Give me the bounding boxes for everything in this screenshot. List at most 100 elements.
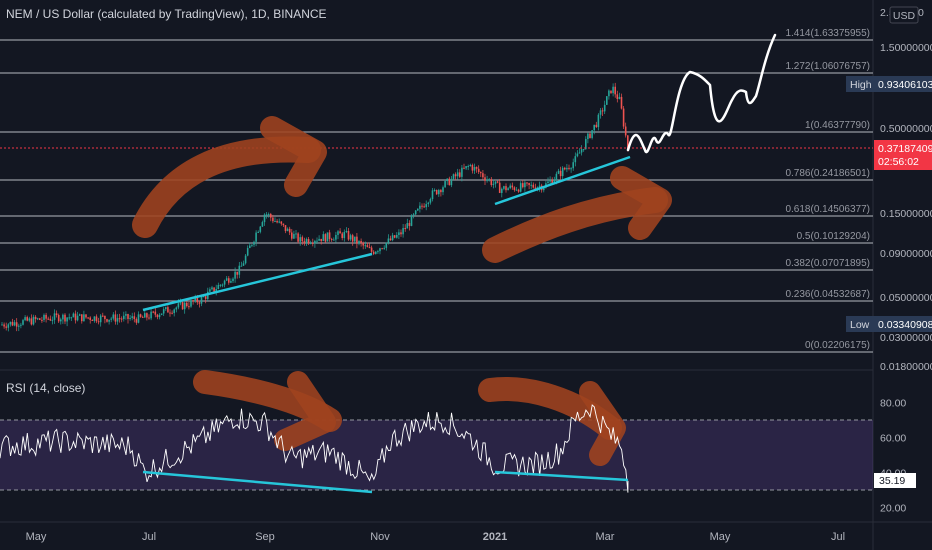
candle-body	[36, 318, 39, 320]
candle-body	[574, 156, 577, 163]
candle-body	[566, 167, 568, 170]
fib-label: 0.236(0.04532687)	[785, 289, 870, 300]
fib-label: 0.382(0.07071895)	[785, 258, 870, 269]
currency-label[interactable]: USD	[893, 10, 916, 22]
candle-body	[51, 319, 54, 321]
candle-body	[572, 162, 574, 169]
candle-body	[28, 318, 31, 321]
candle-body	[301, 237, 304, 242]
candle-body	[568, 167, 570, 169]
price-trendline-2	[494, 155, 631, 206]
candle-body	[469, 164, 472, 167]
candle-body	[610, 90, 612, 94]
fib-label: 1.414(1.63375955)	[785, 28, 870, 39]
candle-body	[406, 223, 409, 229]
candle-body	[532, 184, 535, 188]
rsi-current-value: 35.19	[879, 475, 905, 487]
candle-body	[70, 317, 73, 319]
candle-body	[261, 222, 264, 227]
candle-body	[251, 244, 253, 246]
candle-body	[259, 226, 262, 232]
candle-body	[278, 221, 280, 223]
candle-body	[396, 235, 398, 238]
time-tick-label: May	[26, 531, 47, 543]
candle-body	[362, 242, 364, 246]
candle-body	[293, 234, 295, 239]
candle-body	[381, 248, 383, 250]
price-tick-label: 0.500000000	[880, 123, 932, 135]
candle-body	[519, 183, 522, 192]
candle-body	[442, 187, 444, 193]
candle-body	[291, 232, 293, 239]
candle-body	[318, 238, 320, 241]
candle-body	[618, 96, 621, 99]
candle-body	[511, 185, 514, 188]
candle-body	[312, 242, 314, 244]
candle-body	[454, 174, 457, 177]
candle-body	[53, 313, 56, 320]
candle-body	[47, 318, 49, 320]
candle-body	[524, 182, 526, 188]
candle-body	[175, 307, 178, 310]
candle-body	[15, 322, 18, 327]
arrow-up-1-head	[260, 116, 327, 197]
candle-body	[152, 311, 154, 313]
candle-body	[517, 189, 520, 192]
candle-body	[169, 312, 171, 314]
candle-body	[297, 233, 299, 242]
chart-title: NEM / US Dollar (calculated by TradingVi…	[6, 7, 327, 21]
candle-body	[620, 96, 623, 109]
candle-body	[616, 94, 619, 99]
time-tick-label: Jul	[831, 531, 845, 543]
candle-body	[427, 202, 430, 205]
rsi-tick-label: 20.00	[880, 503, 906, 515]
arrow-down-2-head	[579, 381, 626, 466]
candle-body	[265, 214, 268, 216]
fib-levels: 1.414(1.63375955) 1.272(1.06076757) 1(0.46…	[0, 28, 873, 353]
candle-body	[496, 181, 499, 183]
candle-body	[7, 324, 10, 328]
candle-body	[93, 316, 96, 321]
candle-body	[74, 313, 77, 321]
candle-body	[467, 166, 469, 168]
candle-body	[200, 296, 203, 304]
rsi-trendline-1	[142, 470, 373, 494]
candle-body	[595, 124, 598, 128]
candle-body	[431, 190, 434, 200]
candle-body	[335, 234, 337, 240]
rsi-current-tag	[874, 473, 916, 488]
candle-body	[503, 186, 505, 189]
candle-body	[192, 300, 194, 302]
candle-body	[57, 315, 60, 322]
currency-box[interactable]	[889, 6, 919, 24]
candle-body	[194, 297, 196, 302]
candle-body	[190, 300, 192, 307]
candle-body	[154, 311, 157, 315]
candle-body	[167, 307, 169, 313]
candle-body	[196, 297, 199, 303]
candle-body	[72, 313, 75, 318]
candle-body	[78, 314, 81, 316]
candle-body	[456, 172, 459, 177]
candle-body	[326, 232, 329, 242]
candle-body	[1, 324, 3, 326]
candle-body	[530, 184, 532, 186]
candle-body	[267, 214, 270, 216]
candle-body	[589, 133, 591, 138]
candle-body	[76, 315, 79, 321]
fib-label: 0(0.02206175)	[805, 340, 870, 351]
candle-body	[347, 231, 350, 240]
candle-body	[246, 248, 249, 256]
candle-body	[599, 110, 602, 115]
candle-body	[597, 114, 600, 128]
price-tick-label: 0.018000000	[880, 361, 932, 373]
rsi-trendline-2	[494, 470, 629, 482]
candle-body	[486, 179, 488, 181]
candle-body	[354, 236, 356, 242]
arrow-down-1-head	[274, 371, 336, 451]
candle-body	[284, 225, 287, 232]
candle-body	[64, 314, 66, 322]
time-axis: May Jul Sep Nov 2021 Mar May Jul	[26, 531, 845, 543]
candle-body	[543, 187, 545, 191]
